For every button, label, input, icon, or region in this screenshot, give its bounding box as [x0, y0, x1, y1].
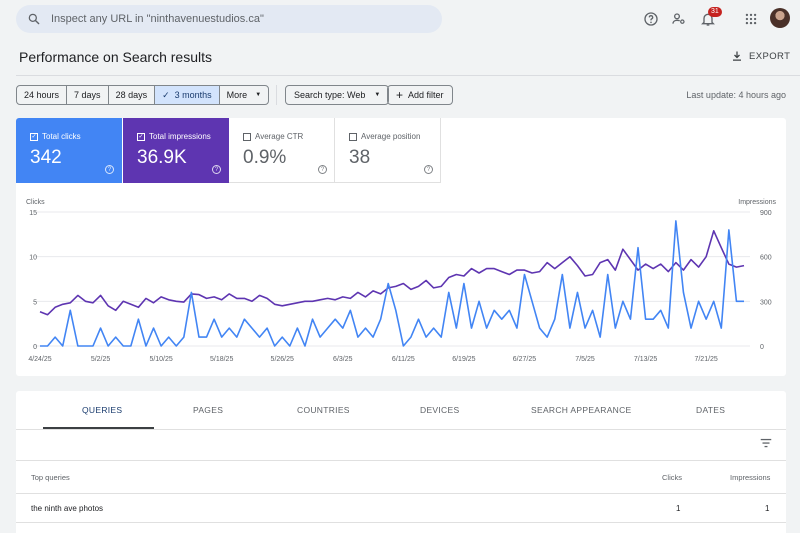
page-title: Performance on Search results — [19, 49, 212, 65]
range-7-days[interactable]: 7 days — [67, 86, 109, 104]
average-position-value: 38 — [349, 147, 371, 168]
tabs-divider — [16, 429, 786, 430]
apps-grid-icon[interactable] — [742, 10, 760, 28]
total-impressions-value: 36.9K — [137, 147, 187, 168]
checkbox-unchecked-icon — [243, 132, 251, 141]
left-tick-label: 0 — [33, 344, 37, 351]
left-tick-label: 10 — [29, 255, 37, 262]
x-tick-label: 5/18/25 — [210, 356, 233, 363]
column-header-top-queries[interactable]: Top queries — [31, 473, 70, 482]
table-header-divider — [16, 493, 786, 494]
search-type-dropdown[interactable]: Search type: Web ▼ — [285, 85, 390, 105]
manage-users-icon[interactable] — [670, 10, 688, 28]
total-clicks-value: 342 — [30, 147, 62, 168]
x-tick-label: 4/24/25 — [28, 356, 51, 363]
avatar[interactable] — [770, 8, 790, 28]
tab-search-appearance[interactable]: SEARCH APPEARANCE — [531, 405, 632, 415]
impressions-series-line — [39, 230, 745, 316]
right-tick-label: 300 — [760, 299, 772, 306]
right-tick-label: 900 — [760, 210, 772, 217]
range-3-months[interactable]: ✓ 3 months — [155, 86, 220, 104]
checkbox-checked-icon: ✓ — [137, 132, 145, 141]
export-label: EXPORT — [749, 50, 791, 62]
x-tick-label: 5/10/25 — [149, 356, 172, 363]
tab-queries[interactable]: QUERIES — [82, 405, 123, 415]
filter-separator — [276, 85, 277, 105]
average-ctr-value: 0.9% — [243, 147, 287, 168]
header-divider — [16, 75, 800, 76]
top-bar: 31 — [0, 0, 800, 38]
notifications-icon[interactable]: 31 — [699, 7, 722, 28]
metric-total-clicks[interactable]: ✓ Total clicks 342 ? — [16, 118, 122, 183]
checkbox-checked-icon: ✓ — [30, 132, 38, 141]
left-tick-label: 15 — [29, 210, 37, 217]
left-tick-label: 5 — [33, 299, 37, 306]
checkbox-unchecked-icon — [349, 132, 357, 141]
column-header-impressions[interactable]: Impressions — [730, 473, 771, 482]
column-header-clicks[interactable]: Clicks — [662, 473, 682, 482]
table-top-divider — [16, 460, 786, 461]
url-inspect-search[interactable] — [16, 5, 442, 33]
x-tick-label: 5/2/25 — [91, 356, 111, 363]
dimensions-card: QUERIES PAGES COUNTRIES DEVICES SEARCH A… — [16, 391, 786, 533]
x-tick-label: 7/13/25 — [634, 356, 657, 363]
add-filter-button[interactable]: + Add filter — [387, 85, 453, 105]
tab-dates[interactable]: DATES — [696, 405, 726, 415]
metric-average-position[interactable]: Average position 38 ? — [335, 118, 441, 183]
metric-average-ctr[interactable]: Average CTR 0.9% ? — [229, 118, 335, 183]
metric-total-impressions[interactable]: ✓ Total impressions 36.9K ? — [123, 118, 229, 183]
clicks-series-line — [40, 220, 744, 347]
x-tick-label: 6/3/25 — [333, 356, 353, 363]
filter-rows-icon[interactable] — [759, 436, 773, 450]
performance-card: ✓ Total clicks 342 ? ✓ Total impressions 3… — [16, 118, 786, 376]
right-tick-label: 0 — [760, 344, 764, 351]
performance-chart[interactable]: Clicks Impressions 15 900 10 600 5 300 0 0 4/24/25… — [16, 118, 786, 376]
x-tick-label: 7/21/25 — [694, 356, 717, 363]
x-tick-label: 6/11/25 — [392, 356, 415, 363]
range-more-dropdown[interactable]: More ▼ — [226, 90, 262, 100]
search-icon — [27, 12, 41, 26]
active-tab-indicator — [43, 427, 154, 429]
table-row-clicks: 1 — [676, 504, 681, 513]
help-icon[interactable]: ? — [318, 165, 327, 174]
range-28-days[interactable]: 28 days — [109, 86, 156, 104]
search-input[interactable] — [51, 13, 411, 25]
x-tick-label: 7/5/25 — [575, 356, 595, 363]
caret-down-icon: ▼ — [374, 92, 381, 98]
tab-devices[interactable]: DEVICES — [420, 405, 460, 415]
left-axis-label: Clicks — [26, 199, 45, 206]
range-24-hours[interactable]: 24 hours — [17, 86, 68, 104]
right-tick-label: 600 — [760, 255, 772, 262]
date-range-selector: 24 hours 7 days 28 days ✓ 3 months More … — [16, 85, 270, 105]
caret-down-icon: ▼ — [255, 92, 262, 98]
help-icon[interactable]: ? — [424, 165, 433, 174]
plus-icon: + — [396, 88, 404, 102]
export-button[interactable]: EXPORT — [731, 50, 790, 62]
table-row-divider — [16, 522, 786, 523]
tab-countries[interactable]: COUNTRIES — [297, 405, 350, 415]
right-axis-label: Impressions — [738, 199, 776, 206]
last-update-text: Last update: 4 hours ago — [686, 90, 786, 100]
download-icon — [731, 50, 743, 62]
help-icon[interactable] — [642, 10, 660, 28]
x-tick-label: 6/27/25 — [513, 356, 536, 363]
table-row-impressions: 1 — [765, 504, 770, 513]
notification-count-badge: 31 — [708, 7, 722, 17]
x-tick-label: 6/19/25 — [452, 356, 475, 363]
help-icon[interactable]: ? — [212, 165, 221, 174]
table-row-query[interactable]: the ninth ave photos — [31, 504, 104, 513]
tab-pages[interactable]: PAGES — [193, 405, 224, 415]
check-icon: ✓ — [162, 89, 170, 100]
help-icon[interactable]: ? — [105, 165, 114, 174]
x-tick-label: 5/26/25 — [271, 356, 294, 363]
